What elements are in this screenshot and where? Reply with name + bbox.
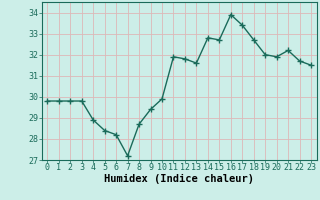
X-axis label: Humidex (Indice chaleur): Humidex (Indice chaleur)	[104, 174, 254, 184]
